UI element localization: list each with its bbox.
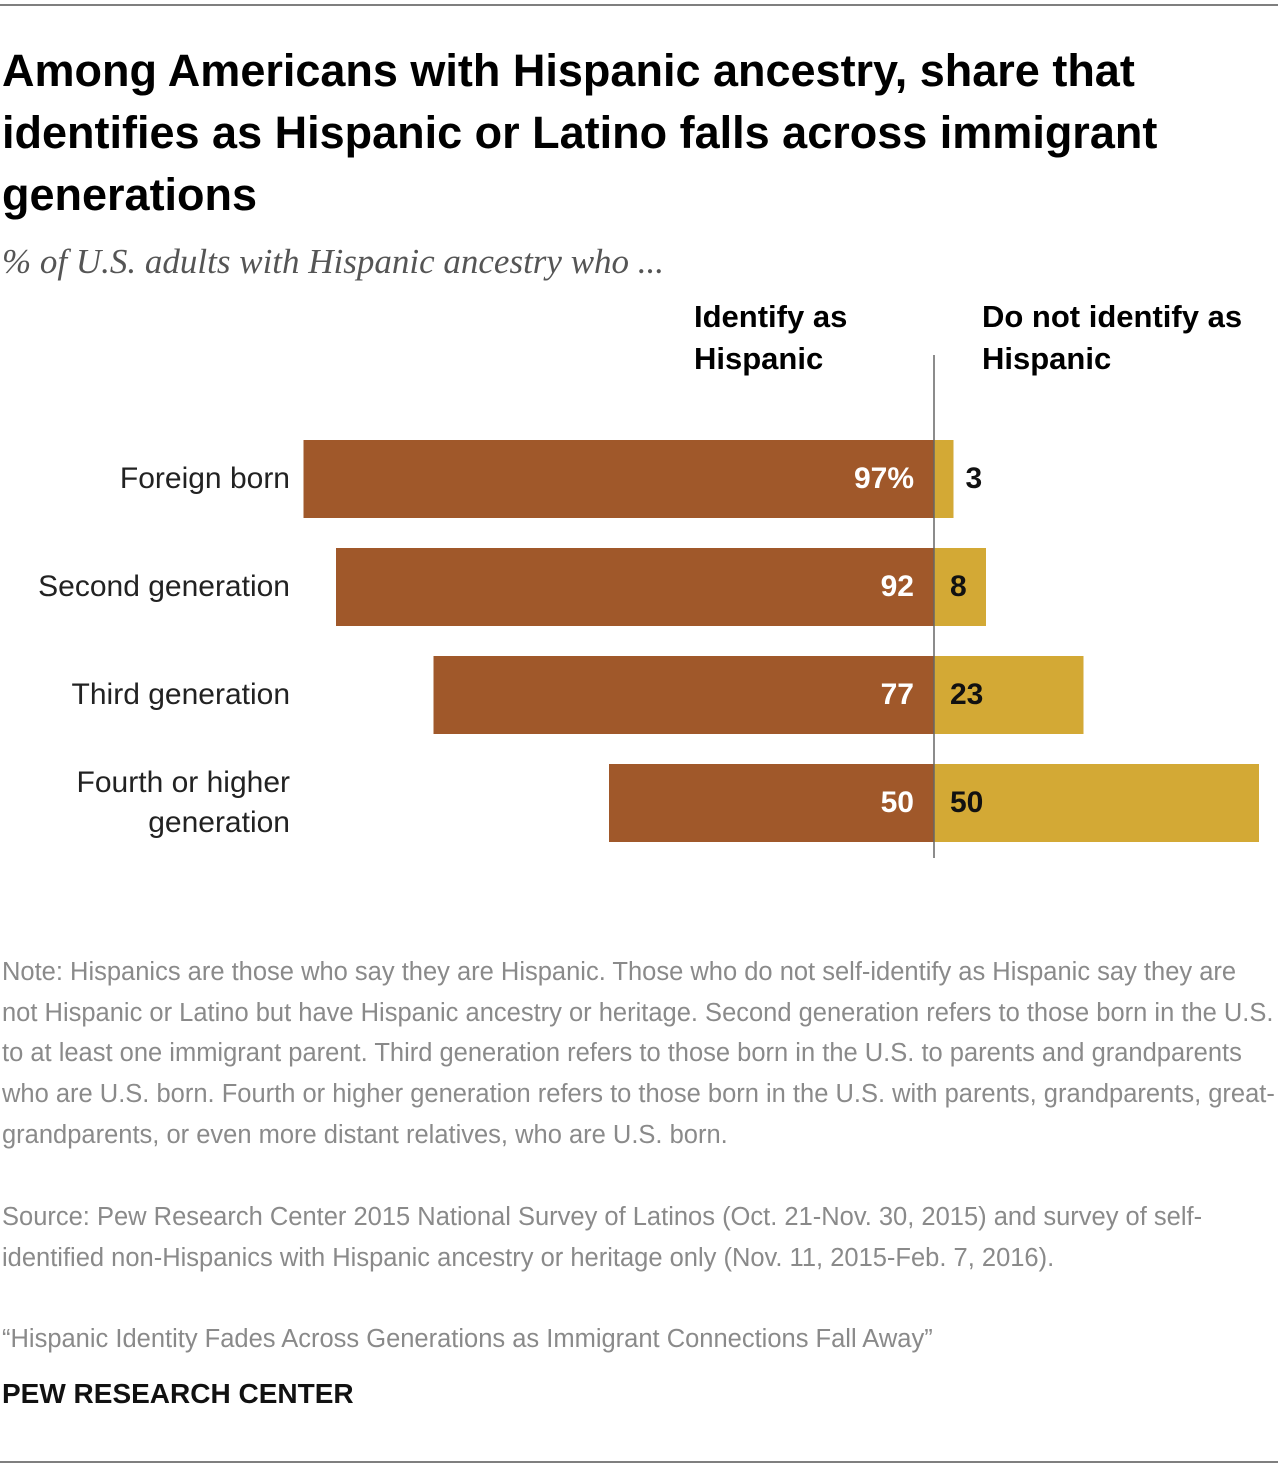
bar (433, 656, 934, 734)
category-label: Second generation (38, 570, 290, 603)
chart-subtitle: % of U.S. adults with Hispanic ancestry … (2, 242, 665, 281)
value-label: 8 (950, 570, 967, 603)
bar (934, 440, 954, 518)
value-label: 50 (950, 786, 984, 819)
value-label: 97% (853, 462, 914, 495)
chart-title: Among Americans with Hispanic ancestry, … (2, 45, 1158, 220)
legend-entry: Do not identify as Hispanic (982, 299, 1243, 376)
bar (934, 656, 1084, 734)
category-label: Fourth or higher generation (76, 766, 290, 839)
citation: “Hispanic Identity Fades Across Generati… (2, 1325, 933, 1353)
brand: PEW RESEARCH CENTER (2, 1378, 354, 1409)
value-label: 23 (950, 678, 984, 711)
bar (934, 764, 1259, 842)
bar (934, 548, 986, 626)
note: Note: Hispanics are those who say they a… (2, 958, 1275, 1149)
category-label: Third generation (71, 678, 290, 711)
bar (336, 548, 934, 626)
bars (303, 440, 1259, 842)
bar (609, 764, 934, 842)
value-label: 77 (880, 678, 914, 711)
source: Source: Pew Research Center 2015 Nationa… (2, 1203, 1203, 1272)
category-label: Foreign born (119, 462, 290, 495)
value-label: 50 (880, 786, 914, 819)
value-label: 92 (880, 570, 914, 603)
legend-entry: Identify as Hispanic (694, 299, 848, 376)
value-label: 3 (965, 462, 983, 495)
bar (303, 440, 934, 518)
